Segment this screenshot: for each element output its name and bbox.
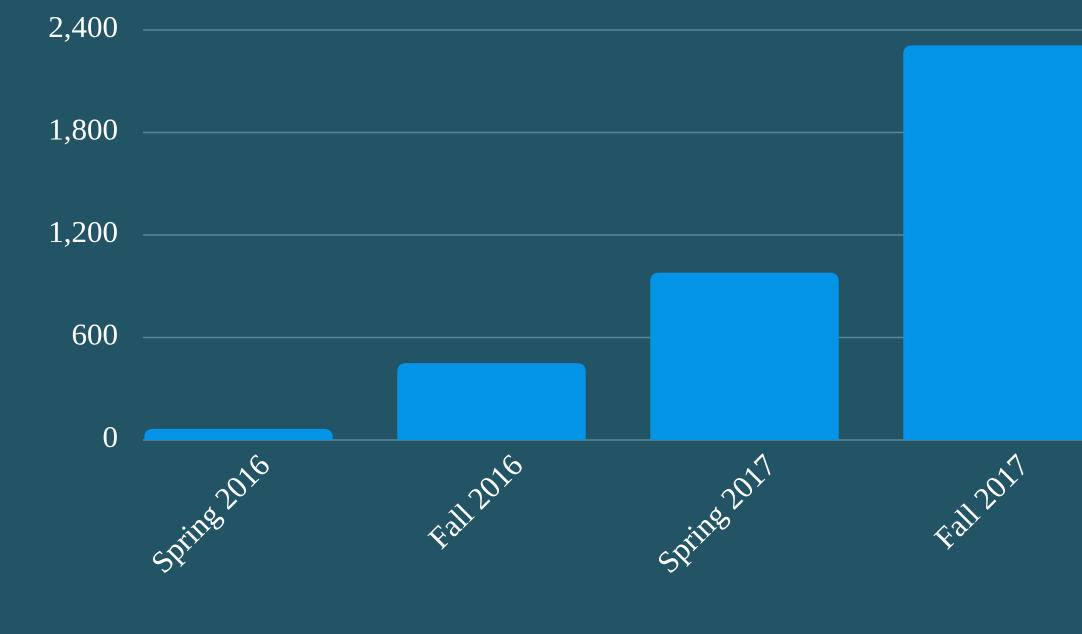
x-tick-label: Spring 2016 — [144, 447, 277, 580]
y-tick-label: 1,200 — [48, 214, 118, 249]
y-tick-label: 600 — [72, 317, 119, 352]
bar — [397, 363, 586, 440]
bar — [650, 272, 839, 440]
x-tick-label: Fall 2017 — [927, 447, 1035, 555]
y-tick-label: 1,800 — [48, 112, 118, 147]
y-tick-label: 0 — [103, 419, 119, 454]
y-tick-label: 2,400 — [48, 9, 118, 44]
bar — [144, 428, 333, 440]
bar — [903, 45, 1082, 440]
x-tick-label: Spring 2017 — [650, 447, 783, 580]
x-tick-label: Fall 2016 — [421, 447, 529, 555]
